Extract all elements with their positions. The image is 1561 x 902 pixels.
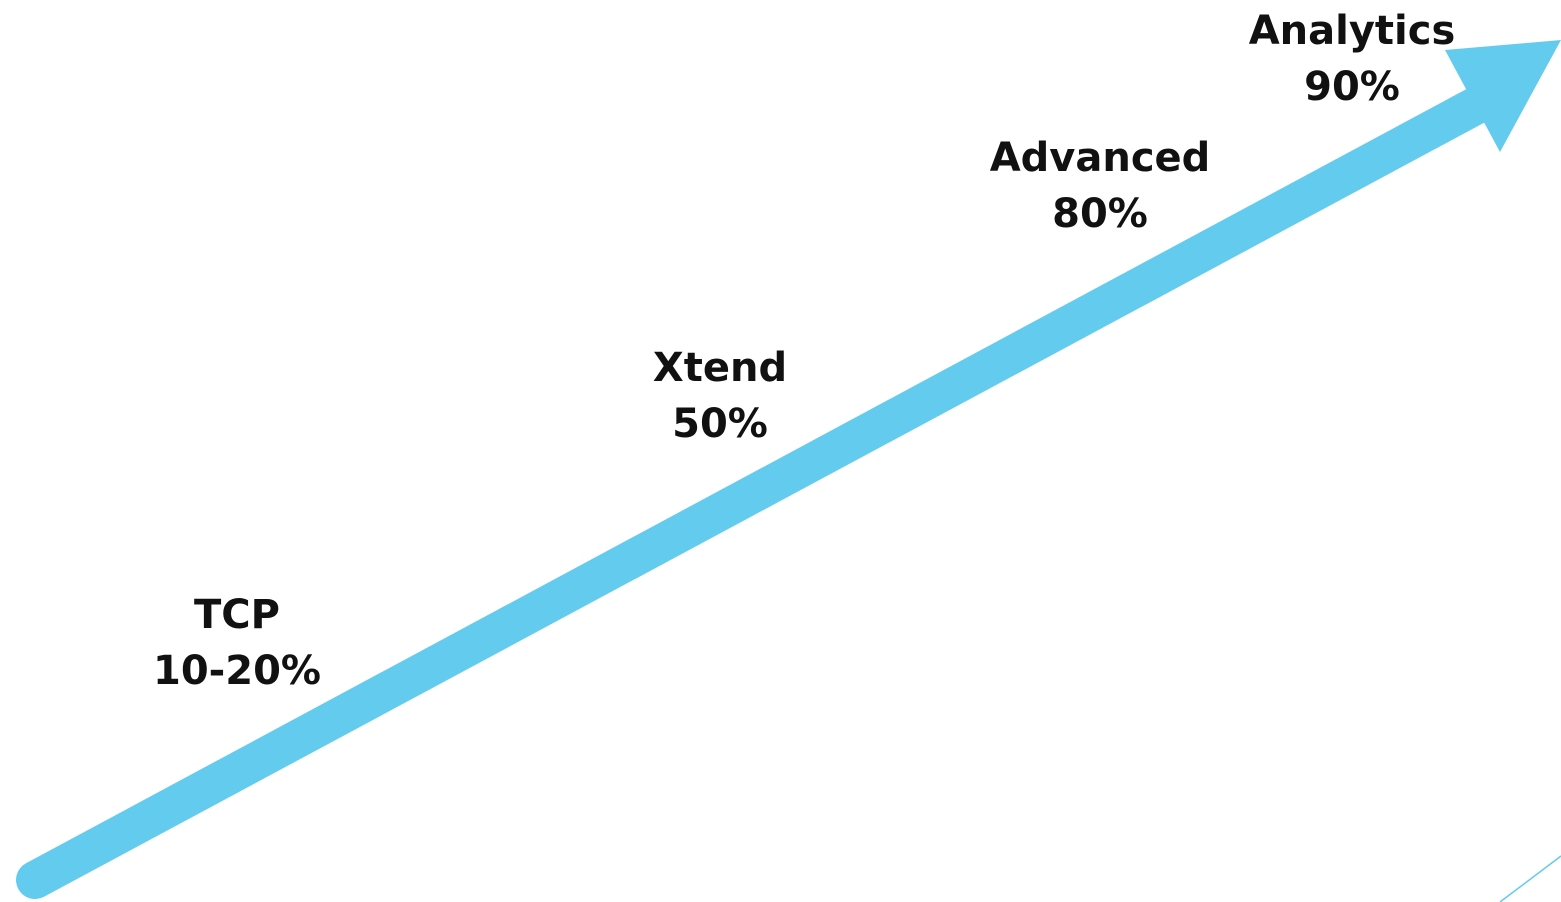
stage-advanced: Advanced 80% [990, 130, 1211, 242]
stage-value: 50% [672, 401, 768, 447]
stage-name: Analytics [1248, 8, 1456, 54]
stage-value: 80% [1052, 191, 1148, 237]
stage-name: Xtend [652, 345, 788, 391]
stage-name: TCP [194, 592, 280, 638]
stage-name: Advanced [989, 135, 1211, 181]
stage-xtend: Xtend 50% [653, 340, 787, 452]
stage-analytics: Analytics 90% [1249, 3, 1456, 115]
stage-value: 90% [1304, 64, 1400, 110]
arrow-head [1445, 40, 1561, 152]
stage-value: 10-20% [152, 648, 322, 694]
accent-line [1499, 855, 1561, 902]
stage-tcp: TCP 10-20% [153, 587, 321, 699]
arrow-shaft [16, 79, 1509, 899]
